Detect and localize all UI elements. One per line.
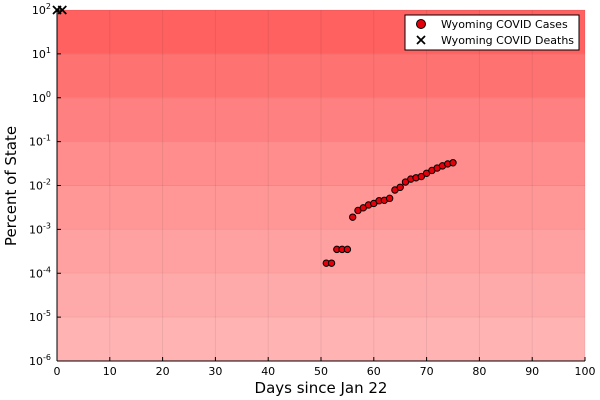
background-band bbox=[57, 53, 585, 98]
y-tick-label: 10-4 bbox=[29, 265, 51, 280]
cases-data-point bbox=[449, 159, 457, 167]
background-band bbox=[57, 317, 585, 361]
background-band bbox=[57, 229, 585, 274]
y-tick-labels: 10-6 10-5 10-4 10-3 10-2 10-1 100 101 102 bbox=[29, 2, 51, 368]
cases-data-point bbox=[327, 259, 336, 267]
x-tick-label: 70 bbox=[420, 365, 434, 378]
background-band bbox=[57, 185, 585, 230]
y-tick-label: 10-3 bbox=[29, 221, 51, 236]
x-tick-labels: 0 10 20 30 40 50 60 70 80 90 100 bbox=[54, 365, 596, 378]
y-tick-label: 102 bbox=[32, 2, 51, 17]
y-tick-label: 100 bbox=[32, 90, 51, 105]
y-tick-label: 10-2 bbox=[29, 178, 51, 193]
background-band bbox=[57, 141, 585, 186]
cases-data-point bbox=[385, 194, 394, 203]
background-band bbox=[57, 273, 585, 318]
x-tick-label: 20 bbox=[156, 365, 170, 378]
axes bbox=[56, 9, 586, 362]
legend-cases-marker-icon bbox=[416, 19, 426, 29]
data-points bbox=[52, 5, 457, 267]
legend-deaths-label: Wyoming COVID Deaths bbox=[441, 34, 574, 47]
background-band bbox=[57, 97, 585, 142]
x-tick-label: 50 bbox=[314, 365, 328, 378]
x-tick-label: 10 bbox=[103, 365, 117, 378]
cases-data-point bbox=[396, 183, 404, 191]
legend-deaths-marker-icon bbox=[416, 35, 426, 45]
legend-box bbox=[404, 14, 580, 51]
x-tick-label: 40 bbox=[261, 365, 275, 378]
x-tick-label: 90 bbox=[525, 365, 539, 378]
cases-data-point bbox=[343, 245, 352, 254]
cases-data-point bbox=[348, 213, 357, 221]
y-tick-label: 10-1 bbox=[29, 134, 51, 149]
y-axis-title: Percent of State bbox=[2, 126, 20, 246]
cases-data-point bbox=[417, 172, 426, 181]
y-tick-label: 10-6 bbox=[29, 353, 51, 368]
x-tick-label: 30 bbox=[208, 365, 222, 378]
x-tick-label: 60 bbox=[367, 365, 381, 378]
deaths-data-point bbox=[57, 5, 67, 15]
y-tick-label: 10-5 bbox=[29, 309, 51, 324]
legend-cases-label: Wyoming COVID Cases bbox=[441, 18, 568, 31]
y-tick-label: 101 bbox=[32, 46, 51, 61]
x-tick-label: 80 bbox=[472, 365, 486, 378]
x-axis-title: Days since Jan 22 bbox=[255, 379, 388, 397]
background-bands bbox=[57, 10, 585, 361]
x-tick-label: 0 bbox=[54, 365, 61, 378]
legend: Wyoming COVID Cases Wyoming COVID Deaths bbox=[404, 14, 580, 51]
x-tick-label: 100 bbox=[575, 365, 596, 378]
